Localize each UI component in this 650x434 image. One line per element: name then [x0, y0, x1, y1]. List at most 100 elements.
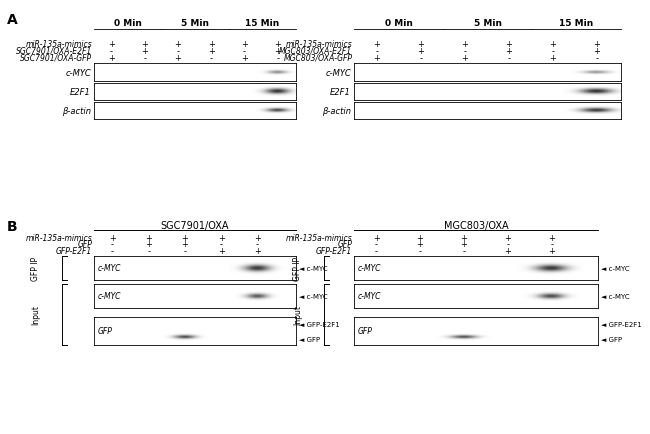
Text: ◄ GFP: ◄ GFP	[601, 336, 623, 342]
Text: +: +	[141, 40, 148, 49]
Text: +: +	[504, 233, 512, 242]
Text: -: -	[551, 47, 554, 56]
Text: +: +	[506, 40, 512, 49]
Text: SGC7901/OXA: SGC7901/OXA	[161, 221, 229, 230]
Text: β-actin: β-actin	[322, 107, 351, 115]
Text: Input: Input	[293, 305, 302, 325]
Text: GFP IP: GFP IP	[31, 256, 40, 280]
Text: ◄ c-MYC: ◄ c-MYC	[299, 293, 328, 299]
Text: MGC803/OXA: MGC803/OXA	[444, 221, 508, 230]
Text: +: +	[504, 247, 512, 255]
Text: E2F1: E2F1	[330, 88, 351, 96]
Text: +: +	[417, 233, 424, 242]
Text: -: -	[256, 240, 259, 249]
Text: +: +	[374, 40, 380, 49]
Text: c-MYC: c-MYC	[65, 69, 91, 77]
Text: 15 Min: 15 Min	[559, 20, 593, 28]
Text: E2F1: E2F1	[70, 88, 91, 96]
Text: +: +	[254, 247, 261, 255]
Text: +: +	[417, 240, 424, 249]
Text: ◄ GFP-E2F1: ◄ GFP-E2F1	[299, 321, 340, 327]
Text: +: +	[593, 47, 600, 56]
Text: miR-135a-mimics: miR-135a-mimics	[285, 40, 352, 49]
Text: +: +	[549, 40, 556, 49]
Text: +: +	[241, 54, 248, 62]
Text: miR-135a-mimics: miR-135a-mimics	[285, 233, 352, 242]
Text: MGC803/OXA-E2F1: MGC803/OXA-E2F1	[280, 47, 352, 56]
Text: ◄ GFP: ◄ GFP	[299, 336, 320, 342]
Text: GFP-E2F1: GFP-E2F1	[56, 247, 92, 255]
Text: GFP: GFP	[98, 326, 112, 335]
Text: -: -	[111, 247, 114, 255]
Text: SGC7901/OXA-E2F1: SGC7901/OXA-E2F1	[16, 47, 92, 56]
Text: ◄ c-MYC: ◄ c-MYC	[299, 265, 328, 271]
Text: +: +	[460, 233, 467, 242]
Text: -: -	[419, 247, 422, 255]
Text: +: +	[181, 233, 188, 242]
Text: c-MYC: c-MYC	[358, 263, 381, 273]
Text: c-MYC: c-MYC	[98, 292, 121, 301]
Text: +: +	[549, 54, 556, 62]
Text: +: +	[174, 40, 181, 49]
Text: +: +	[254, 233, 261, 242]
Text: -: -	[550, 240, 553, 249]
Text: ◄ GFP-E2F1: ◄ GFP-E2F1	[601, 321, 642, 327]
Text: -: -	[374, 240, 378, 249]
Text: miR-135a-mimics: miR-135a-mimics	[25, 40, 92, 49]
Text: 5 Min: 5 Min	[181, 20, 209, 28]
Text: +: +	[108, 40, 115, 49]
Text: +: +	[417, 40, 424, 49]
Text: A: A	[6, 13, 18, 27]
Text: +: +	[145, 240, 152, 249]
Text: -: -	[243, 47, 246, 56]
Text: -: -	[147, 247, 150, 255]
Text: 0 Min: 0 Min	[385, 20, 413, 28]
Text: -: -	[506, 240, 510, 249]
Text: ◄ c-MYC: ◄ c-MYC	[601, 265, 630, 271]
Text: ◄ c-MYC: ◄ c-MYC	[601, 293, 630, 299]
Text: +: +	[374, 54, 380, 62]
Text: +: +	[462, 40, 468, 49]
Text: -: -	[507, 54, 510, 62]
Text: +: +	[108, 54, 115, 62]
Text: -: -	[463, 47, 466, 56]
Text: -: -	[111, 240, 114, 249]
Text: +: +	[460, 240, 467, 249]
Text: c-MYC: c-MYC	[325, 69, 351, 77]
Text: +: +	[181, 240, 188, 249]
Text: c-MYC: c-MYC	[358, 292, 381, 301]
Text: -: -	[419, 54, 422, 62]
Text: B: B	[6, 219, 17, 233]
Text: GFP IP: GFP IP	[293, 256, 302, 280]
Text: 0 Min: 0 Min	[114, 20, 142, 28]
Text: -: -	[462, 247, 465, 255]
Text: -: -	[376, 47, 378, 56]
Text: +: +	[548, 247, 555, 255]
Text: +: +	[174, 54, 181, 62]
Text: 5 Min: 5 Min	[473, 20, 502, 28]
Text: +: +	[417, 47, 424, 56]
Text: 15 Min: 15 Min	[245, 20, 280, 28]
Text: +: +	[208, 47, 214, 56]
Text: -: -	[183, 247, 187, 255]
Text: β-actin: β-actin	[62, 107, 91, 115]
Text: +: +	[506, 47, 512, 56]
Text: +: +	[109, 233, 116, 242]
Text: +: +	[372, 233, 380, 242]
Text: GFP: GFP	[358, 326, 372, 335]
Text: -: -	[209, 54, 213, 62]
Text: GFP: GFP	[337, 240, 352, 249]
Text: -: -	[176, 47, 179, 56]
Text: GFP-E2F1: GFP-E2F1	[316, 247, 352, 255]
Text: +: +	[274, 40, 281, 49]
Text: +: +	[145, 233, 152, 242]
Text: +: +	[274, 47, 281, 56]
Text: -: -	[276, 54, 279, 62]
Text: -: -	[595, 54, 598, 62]
Text: +: +	[593, 40, 600, 49]
Text: +: +	[462, 54, 468, 62]
Text: miR-135a-mimics: miR-135a-mimics	[25, 233, 92, 242]
Text: -: -	[374, 247, 378, 255]
Text: GFP: GFP	[77, 240, 92, 249]
Text: +: +	[218, 233, 225, 242]
